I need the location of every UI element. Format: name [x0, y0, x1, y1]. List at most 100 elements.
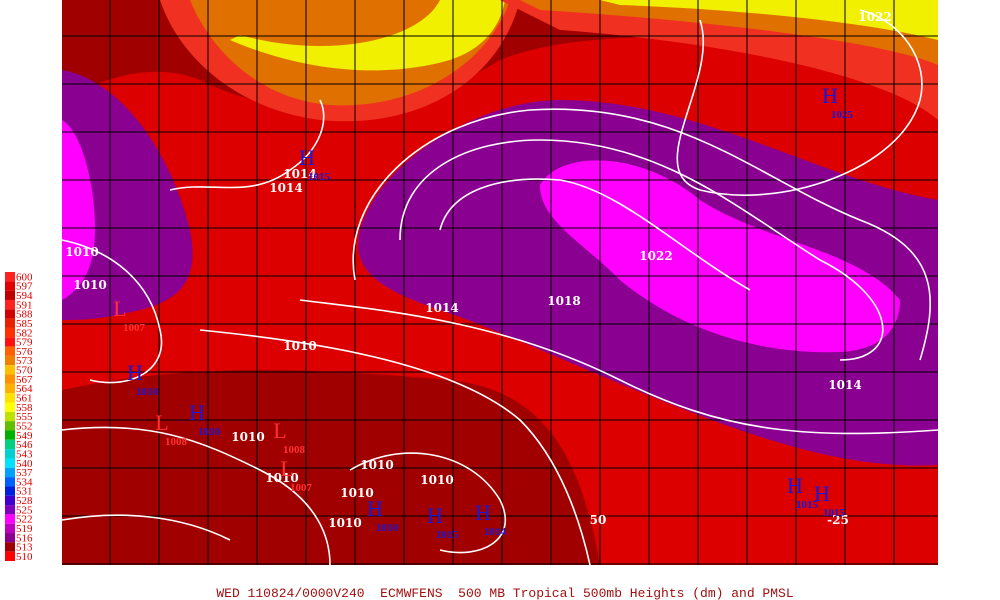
low-pressure: 1007: [123, 322, 146, 334]
legend-swatch: [5, 309, 15, 319]
legend-label: 585: [16, 318, 33, 330]
map: 1022101410141010101010221018101410101014…: [61, 0, 939, 566]
legend-label: 552: [16, 420, 33, 432]
high-pressure: 1015: [308, 171, 331, 183]
legend-swatch: [5, 505, 15, 515]
isobar-label: 1018: [547, 294, 580, 308]
legend-label: 573: [16, 355, 33, 367]
legend-swatch: [5, 551, 15, 561]
high-pressure: 1015: [823, 507, 846, 519]
low-pressure: 1007: [290, 482, 313, 494]
isobar: [352, 108, 932, 361]
magenta-west: [62, 120, 95, 300]
legend-label: 582: [16, 327, 33, 339]
legend-label: 564: [16, 383, 33, 395]
legend-swatch: [5, 299, 15, 310]
isobar: [61, 514, 231, 541]
low-pressure: 1008: [283, 444, 306, 456]
high-symbol: H: [814, 481, 830, 506]
magenta-core: [540, 160, 900, 353]
isobar-label: 1010: [265, 471, 298, 485]
isobar-label: 1010: [65, 245, 98, 259]
legend-label: 600: [16, 271, 33, 283]
legend-label: 516: [16, 532, 33, 544]
high-pressure: 1010: [198, 426, 221, 438]
high-symbol: H: [299, 145, 315, 170]
high-symbol: H: [475, 500, 491, 525]
high-symbol: H: [367, 496, 383, 521]
legend-label: 531: [16, 486, 33, 498]
legend-swatch: [5, 449, 15, 459]
legend-label: 576: [16, 346, 33, 358]
low-symbol: L: [113, 296, 126, 321]
legend-label: 537: [16, 467, 33, 479]
legend-label: 567: [16, 374, 33, 386]
legend-label: 561: [16, 393, 33, 405]
isobar-label: 1010: [360, 458, 393, 472]
legend-label: 528: [16, 495, 33, 507]
high-symbol: H: [787, 473, 803, 498]
legend-swatch: [5, 411, 15, 422]
isobar: [199, 329, 591, 566]
legend: 6005975945915885855825795765735705675645…: [5, 271, 33, 563]
legend-swatch: [5, 365, 15, 375]
legend-swatch: [5, 533, 15, 543]
legend-label: 597: [16, 281, 33, 293]
legend-swatch: [5, 402, 15, 412]
isobar-label: 1022: [639, 249, 672, 263]
isobar: [399, 139, 884, 361]
legend-label: 519: [16, 523, 33, 535]
legend-swatch: [5, 495, 15, 506]
legend-swatch: [5, 523, 15, 534]
legend-swatch: [5, 514, 15, 524]
isobar: [299, 299, 939, 435]
legend-swatch: [5, 421, 15, 431]
legend-swatch: [5, 272, 15, 282]
legend-swatch: [5, 318, 15, 328]
isobar-label: 1010: [231, 430, 264, 444]
isobar-label: 1010: [328, 516, 361, 530]
legend-swatch: [5, 486, 15, 496]
legend-swatch: [5, 439, 15, 450]
legend-label: 558: [16, 402, 33, 414]
isobar: [349, 452, 507, 554]
legend-label: 555: [16, 411, 33, 423]
high-symbol: H: [127, 360, 143, 385]
legend-swatch: [5, 327, 15, 338]
legend-swatch: [5, 458, 15, 468]
low-symbol: L: [273, 418, 286, 443]
yellow-band: [230, 0, 505, 71]
yellow-band-ne: [600, 0, 938, 40]
legend-label: 594: [16, 290, 33, 302]
isobars: [61, 9, 939, 566]
legend-label: 522: [16, 514, 33, 526]
legend-label: 510: [16, 551, 33, 563]
legend-swatch: [5, 290, 15, 300]
legend-swatch: [5, 374, 15, 384]
isobar-label: 1010: [283, 339, 316, 353]
map-labels: 1022101410141010101010221018101410101014…: [65, 10, 891, 541]
isobar: [61, 426, 331, 566]
isobar: [61, 239, 163, 384]
high-pressure: 1014: [484, 526, 507, 538]
isobar: [169, 99, 325, 191]
isobar: [439, 178, 751, 291]
high-pressure: 1025: [831, 109, 854, 121]
legend-label: 588: [16, 309, 33, 321]
legend-label: 534: [16, 476, 33, 488]
low-symbol: L: [155, 410, 168, 435]
isobar-label: 1010: [340, 486, 373, 500]
legend-label: 540: [16, 458, 33, 470]
low-pressure: 1008: [165, 436, 188, 448]
legend-label: 579: [16, 337, 33, 349]
legend-label: 549: [16, 430, 33, 442]
isobar-label: 50: [590, 513, 607, 527]
high-pressure: 1010: [376, 522, 399, 534]
legend-swatch: [5, 346, 15, 356]
legend-swatch: [5, 337, 15, 347]
legend-swatch: [5, 467, 15, 478]
legend-label: 543: [16, 448, 33, 460]
low-symbol: L: [280, 456, 293, 481]
legend-swatch: [5, 281, 15, 291]
legend-label: 570: [16, 365, 33, 377]
